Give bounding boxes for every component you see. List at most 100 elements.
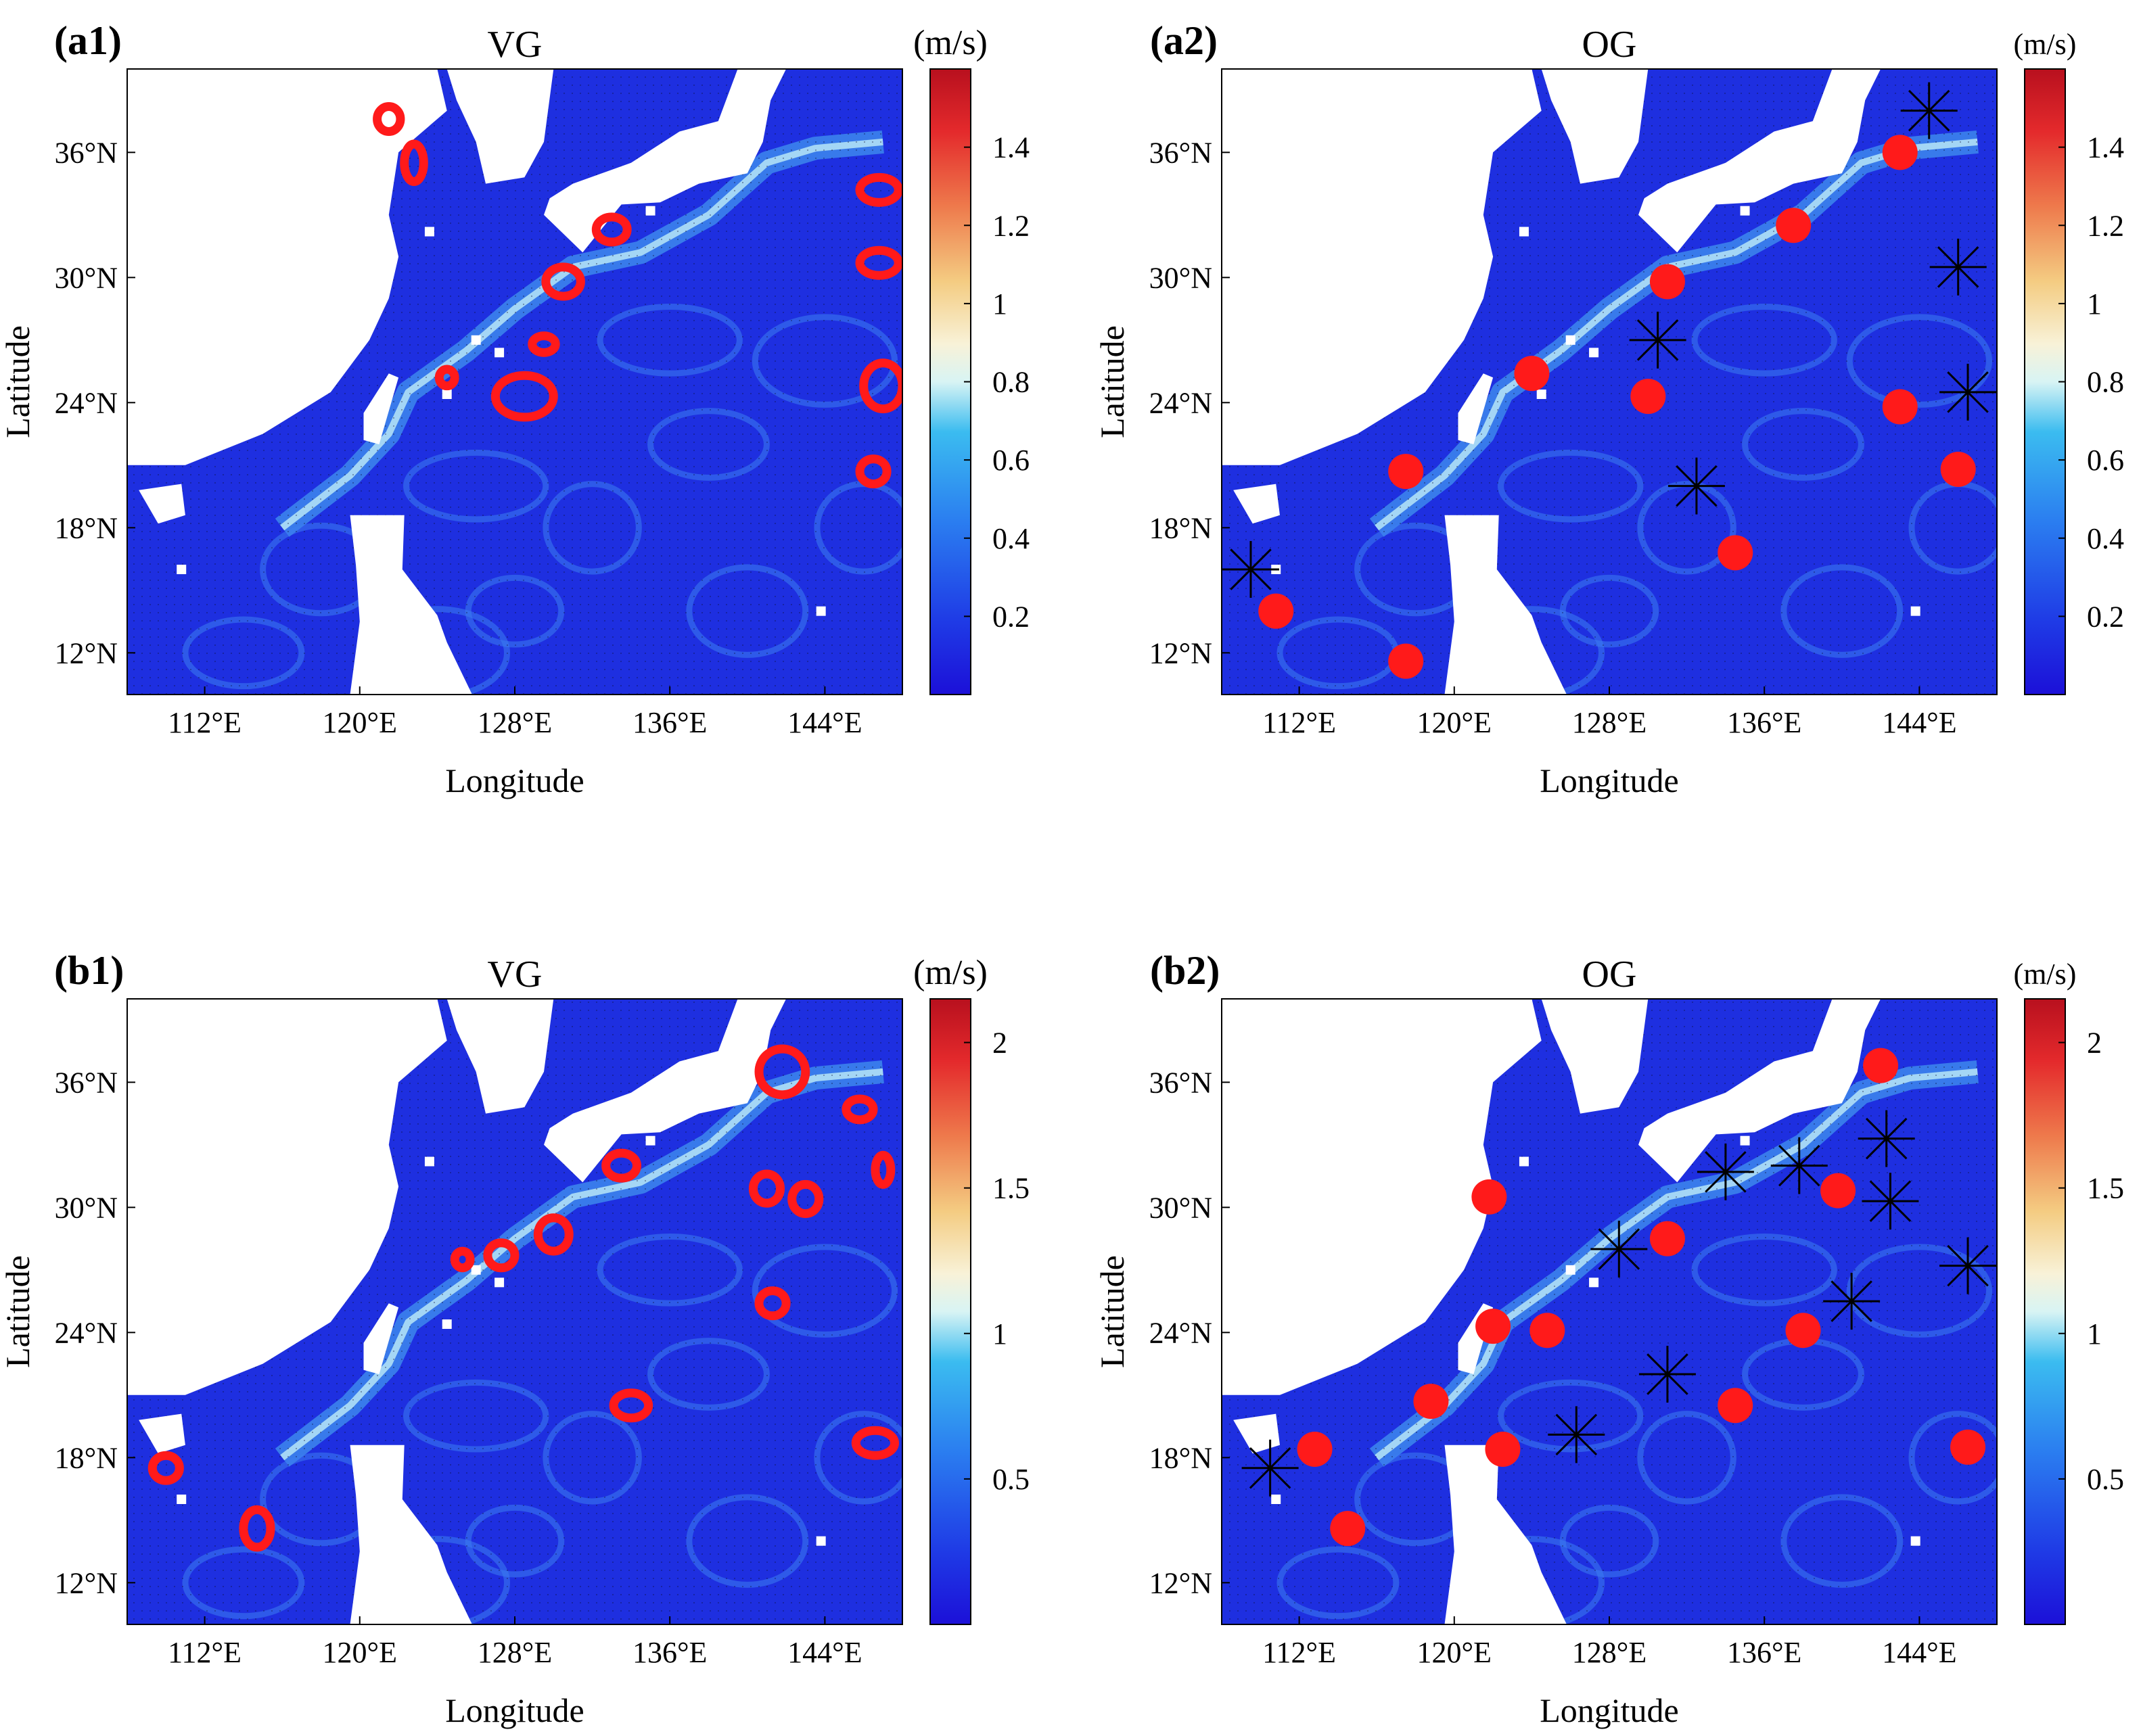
asterisk-marker <box>1862 1173 1919 1230</box>
x-axis-label: Longitude <box>1540 761 1679 799</box>
colorbar-tick-label: 0.2 <box>992 600 1030 633</box>
land <box>139 1413 185 1454</box>
eddy-contour <box>434 365 459 391</box>
eddy-detection <box>1630 379 1666 415</box>
colorbar-tick-label: 1.2 <box>2087 209 2124 242</box>
eddy-contour <box>609 1388 653 1423</box>
eddy-detection <box>1413 1384 1449 1420</box>
asterisk-marker <box>1929 238 1987 296</box>
y-tick-label: 24°N <box>55 1316 118 1349</box>
x-tick-label: 136°E <box>1727 1636 1801 1669</box>
panel-label: (b2) <box>1150 948 1220 993</box>
eddy-contour <box>601 1148 641 1183</box>
eddy-detection <box>1475 1309 1511 1344</box>
panel-label: (a1) <box>54 18 122 63</box>
colorbar-tick-label: 1.4 <box>2087 131 2124 164</box>
eddy-detection <box>1649 1221 1685 1257</box>
colorbar-tick-label: 1 <box>2087 287 2102 321</box>
eddy-contour <box>450 1246 475 1273</box>
x-tick-label: 128°E <box>1572 706 1647 739</box>
panel-title: VG <box>488 954 543 995</box>
x-tick-label: 112°E <box>1262 1636 1336 1669</box>
colorbar-tick-label: 1 <box>992 287 1007 321</box>
asterisk-marker <box>1590 1221 1648 1277</box>
asterisk-marker <box>1241 1439 1299 1497</box>
eddy-contour <box>851 1426 900 1460</box>
y-tick-label: 12°N <box>1149 636 1212 670</box>
island <box>424 1156 434 1167</box>
land <box>363 373 399 444</box>
x-tick-label: 136°E <box>632 1636 707 1669</box>
y-tick-label: 18°N <box>1149 1441 1212 1474</box>
eddy-contour <box>147 1451 184 1485</box>
asterisk-marker <box>1900 82 1958 139</box>
asterisk-marker <box>1629 311 1686 369</box>
island <box>494 1277 505 1288</box>
colorbar-tick-label: 1 <box>2087 1317 2102 1351</box>
y-axis-label: Latitude <box>0 325 37 438</box>
map-area <box>1222 69 1997 695</box>
island <box>471 1265 481 1275</box>
y-tick-label: 18°N <box>55 1441 118 1474</box>
land <box>363 1303 399 1374</box>
asterisk-marker <box>1548 1406 1605 1463</box>
eddy-detection <box>1297 1432 1333 1467</box>
colorbar-tick-label: 0.8 <box>2087 366 2124 399</box>
eddy-detection <box>1785 1313 1821 1348</box>
eddy-contour <box>787 1179 824 1219</box>
panel-title: VG <box>488 24 543 66</box>
island <box>1589 1277 1599 1288</box>
colorbar-tick-label: 0.5 <box>992 1463 1030 1496</box>
map-area <box>127 999 902 1624</box>
eddy-detection <box>1718 535 1753 571</box>
colorbar-tick-label: 0.5 <box>2087 1463 2124 1496</box>
land <box>446 69 554 184</box>
x-tick-label: 128°E <box>478 706 552 739</box>
x-tick-label: 112°E <box>1262 706 1336 739</box>
colorbar-tick-label: 2 <box>2087 1027 2102 1060</box>
eddy-contour <box>373 102 405 136</box>
land <box>1541 999 1649 1114</box>
panel-title: OG <box>1582 954 1637 995</box>
eddy-contour <box>533 1213 574 1256</box>
land <box>1233 484 1280 524</box>
eddy-detection <box>1649 264 1685 300</box>
island <box>494 348 505 358</box>
eddy-contour <box>842 1094 878 1125</box>
eddy-detection <box>1776 208 1812 243</box>
land <box>1638 999 1881 1183</box>
y-tick-label: 12°N <box>1149 1566 1212 1599</box>
colorbar-tick-label: 1 <box>992 1317 1007 1351</box>
eddy-detection <box>1882 135 1918 170</box>
eddy-contour <box>400 139 428 186</box>
land <box>1541 69 1649 184</box>
x-tick-label: 144°E <box>1882 1636 1956 1669</box>
x-tick-label: 120°E <box>323 1636 397 1669</box>
eddy-contour <box>541 262 585 301</box>
x-axis-label: Longitude <box>1540 1691 1679 1729</box>
island <box>645 206 655 216</box>
x-tick-label: 112°E <box>168 1636 241 1669</box>
map-area <box>1222 999 1997 1624</box>
asterisk-marker <box>1823 1273 1881 1330</box>
island <box>177 1495 187 1504</box>
panel-a1: 112°E 120°E 128°E 136°E 144°E 12°N 18°N 24°N 30°… <box>0 18 1030 799</box>
colorbar-tick-label: 2 <box>992 1027 1007 1060</box>
x-tick-label: 144°E <box>787 706 862 739</box>
eddy-contour <box>855 172 902 207</box>
y-tick-label: 36°N <box>55 136 118 169</box>
colorbar-tick-label: 1.5 <box>2087 1172 2124 1205</box>
island <box>1589 348 1599 358</box>
land <box>1233 1413 1280 1454</box>
y-tick-label: 36°N <box>55 1066 118 1099</box>
y-tick-label: 36°N <box>1149 136 1212 169</box>
island <box>816 606 826 616</box>
eddy-contour <box>528 331 560 357</box>
eddy-contour <box>591 212 632 247</box>
panel-label: (b1) <box>54 948 124 993</box>
island <box>1565 335 1575 345</box>
eddy-contour <box>239 1505 275 1552</box>
eddy-contour <box>871 1150 896 1189</box>
eddy-detection <box>1820 1173 1856 1209</box>
